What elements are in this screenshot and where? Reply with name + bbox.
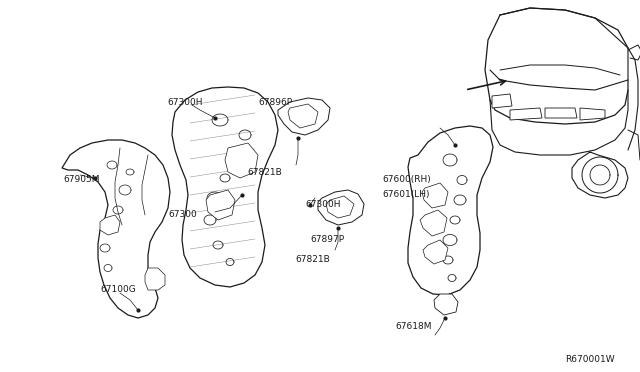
Text: 67300: 67300 bbox=[168, 210, 196, 219]
Polygon shape bbox=[420, 210, 447, 236]
Polygon shape bbox=[62, 140, 170, 318]
Text: 67896P: 67896P bbox=[258, 98, 292, 107]
Text: 67905M: 67905M bbox=[63, 175, 99, 184]
Text: 67600(RH): 67600(RH) bbox=[382, 175, 431, 184]
Text: 67618M: 67618M bbox=[395, 322, 431, 331]
Polygon shape bbox=[318, 190, 364, 225]
Polygon shape bbox=[408, 126, 493, 295]
Text: 67897P: 67897P bbox=[310, 235, 344, 244]
Text: 67300H: 67300H bbox=[167, 98, 202, 107]
Polygon shape bbox=[172, 87, 278, 287]
Polygon shape bbox=[492, 94, 512, 108]
Polygon shape bbox=[225, 143, 258, 178]
Text: 67821B: 67821B bbox=[295, 255, 330, 264]
Polygon shape bbox=[278, 98, 330, 135]
Polygon shape bbox=[510, 108, 542, 120]
Polygon shape bbox=[145, 268, 165, 290]
Polygon shape bbox=[545, 108, 577, 118]
Polygon shape bbox=[326, 196, 354, 218]
Polygon shape bbox=[423, 240, 448, 264]
Polygon shape bbox=[434, 294, 458, 315]
Polygon shape bbox=[206, 190, 235, 220]
Polygon shape bbox=[580, 108, 605, 120]
Polygon shape bbox=[100, 215, 120, 235]
Polygon shape bbox=[288, 104, 318, 128]
Text: 67100G: 67100G bbox=[100, 285, 136, 294]
Polygon shape bbox=[422, 183, 448, 208]
Text: 67821B: 67821B bbox=[247, 168, 282, 177]
Text: 67601(LH): 67601(LH) bbox=[382, 190, 429, 199]
Text: 67300H: 67300H bbox=[305, 200, 340, 209]
Text: R670001W: R670001W bbox=[565, 355, 614, 364]
